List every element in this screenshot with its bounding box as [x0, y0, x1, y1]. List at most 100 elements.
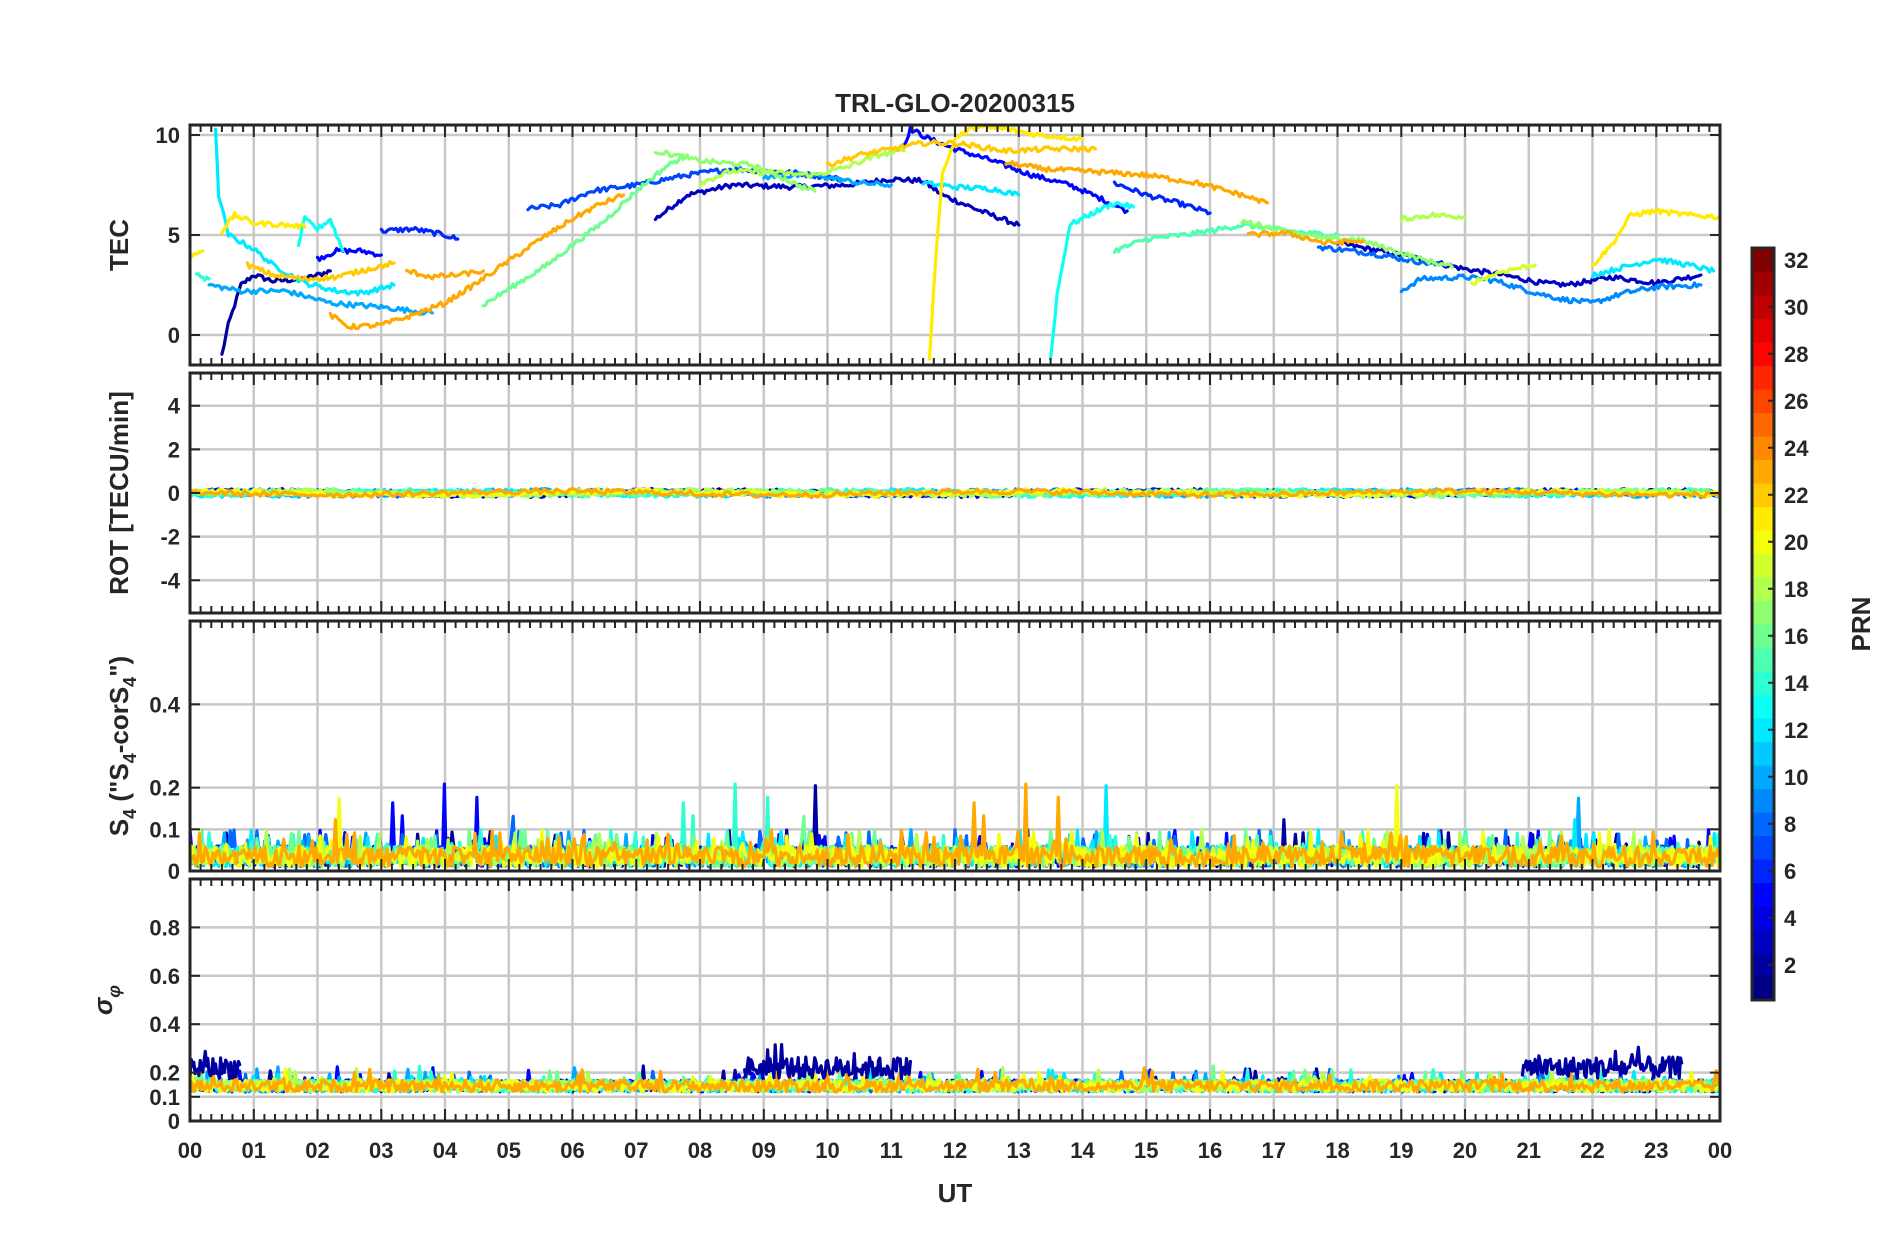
colorbar-segment	[1752, 788, 1774, 813]
s4-series-prn-23	[190, 782, 1720, 869]
x-tick-label: 10	[815, 1138, 839, 1163]
data-tec	[190, 125, 1720, 361]
tec-series-prn-9	[1399, 273, 1703, 305]
sigma-enhanced-prn-2	[1520, 1045, 1684, 1080]
colorbar-tick-label: 14	[1784, 671, 1809, 696]
y-axis-label-sigma: σφ	[88, 985, 124, 1015]
colorbar-segment	[1752, 318, 1774, 343]
x-tick-label: 19	[1389, 1138, 1413, 1163]
chart-title: TRL-GLO-20200315	[835, 88, 1075, 118]
colorbar-tick-label: 6	[1784, 859, 1796, 884]
y-tick-label: 0.8	[149, 915, 180, 940]
x-tick-label: 08	[688, 1138, 712, 1163]
panel-rot: -4 -2 0 2 4 ROT [TECU/min]	[104, 371, 1722, 615]
colorbar-tick-label: 18	[1784, 577, 1808, 602]
colorbar-segment	[1752, 271, 1774, 296]
y-tick-label: 4	[168, 394, 181, 419]
tec-series-prn-8	[1316, 244, 1442, 267]
tec-series-prn-21	[1590, 207, 1720, 267]
colorbar-tick-label: 16	[1784, 624, 1808, 649]
x-tick-label: 12	[943, 1138, 967, 1163]
colorbar-segment	[1752, 765, 1774, 790]
data-sigma	[190, 1043, 1720, 1094]
x-tick-label: 02	[305, 1138, 329, 1163]
y-tick-label: 0.2	[149, 1061, 180, 1086]
x-ticks-tec	[189, 125, 1721, 365]
colorbar-segment	[1752, 389, 1774, 414]
colorbar-segment	[1752, 530, 1774, 555]
colorbar-segment	[1752, 553, 1774, 578]
colorbar-segment	[1752, 694, 1774, 719]
tec-series-prn-12	[921, 180, 1021, 197]
colorbar-segment	[1752, 459, 1774, 484]
x-tick-label: 07	[624, 1138, 648, 1163]
colorbar-segment	[1752, 412, 1774, 437]
grid-rot	[190, 373, 1720, 613]
sigma-series-prn-23	[190, 1065, 1720, 1094]
colorbar-tick-label: 8	[1784, 812, 1796, 837]
x-ticks-rot	[189, 373, 1721, 613]
x-tick-label: 22	[1580, 1138, 1604, 1163]
x-tick-label: 18	[1325, 1138, 1349, 1163]
tec-series-prn-15	[1112, 222, 1340, 254]
colorbar-segment	[1752, 248, 1774, 273]
colorbar-tick-label: 12	[1784, 718, 1808, 743]
tec-series-prn-5	[315, 247, 383, 263]
colorbar-tick-label: 2	[1784, 953, 1796, 978]
tec-series-prn-21	[220, 211, 307, 235]
x-tick-label: 05	[497, 1138, 521, 1163]
y-axis-label-s4: S4 ("S4-corS4")	[104, 656, 140, 836]
colorbar-segment	[1752, 342, 1774, 367]
tec-series-prn-12	[1590, 257, 1716, 279]
tec-series-prn-13	[1049, 201, 1136, 361]
y-tick-label: 0.4	[149, 692, 180, 717]
colorbar-tick-label: 22	[1784, 483, 1808, 508]
x-tick-label: 01	[242, 1138, 266, 1163]
tec-series-prn-5	[902, 125, 1129, 215]
tec-series-prn-13	[296, 215, 345, 253]
colorbar-segment	[1752, 436, 1774, 461]
x-axis-label: UT	[938, 1178, 973, 1208]
colorbar-segment	[1752, 671, 1774, 696]
y-tick-label: 0.4	[149, 1012, 180, 1037]
x-tick-label: 20	[1453, 1138, 1477, 1163]
y-tick-label: 0	[168, 1109, 180, 1134]
grid-tec	[190, 125, 1720, 365]
colorbar-tick-label: 24	[1784, 436, 1809, 461]
colorbar-tick-label: 10	[1784, 765, 1808, 790]
y-tick-label: 0.2	[149, 776, 180, 801]
tec-series-prn-2	[220, 269, 332, 356]
colorbar-segment	[1752, 600, 1774, 625]
colorbar-segment	[1752, 859, 1774, 884]
colorbar-segment	[1752, 295, 1774, 320]
x-tick-label: 03	[369, 1138, 393, 1163]
sigma-enhanced-prn-2	[743, 1043, 912, 1081]
colorbar-segment	[1752, 976, 1774, 1001]
tec-series-prn-12	[213, 127, 396, 297]
x-tick-label: 00	[1708, 1138, 1732, 1163]
tec-series-prn-16	[481, 153, 689, 308]
colorbar-segment	[1752, 624, 1774, 649]
colorbar-tick-label: 30	[1784, 295, 1808, 320]
data-rot	[190, 486, 1719, 499]
x-tick-label: 04	[433, 1138, 458, 1163]
x-tick-label: 21	[1517, 1138, 1541, 1163]
x-tick-label: 11	[880, 1138, 903, 1163]
y-axis-label-rot: ROT [TECU/min]	[104, 391, 134, 595]
x-ticks-s4	[189, 621, 1721, 871]
tec-series-prn-17	[653, 149, 817, 193]
tec-series-prn-18	[698, 148, 906, 187]
tick-marks	[189, 125, 1721, 365]
x-tick-label: 09	[752, 1138, 776, 1163]
colorbar-segment	[1752, 365, 1774, 390]
rot-series-prn-23	[190, 487, 1719, 499]
colorbar-tick-label: 26	[1784, 389, 1808, 414]
y-tick-label: 0	[168, 481, 180, 506]
y-tick-label: 5	[168, 223, 180, 248]
panel-s4: 0 0.1 0.2 0.4 S4 ("S4-corS4")	[104, 619, 1722, 884]
tec-series-prn-22	[245, 260, 396, 282]
tec-series-prn-21	[927, 125, 1085, 361]
